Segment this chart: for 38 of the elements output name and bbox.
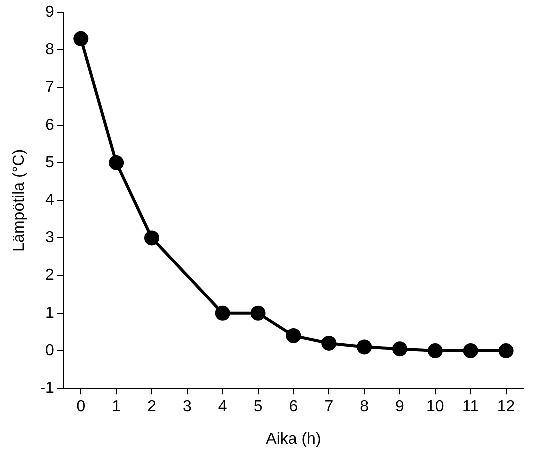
x-tick-label: 3 (182, 398, 192, 416)
point (144, 230, 160, 246)
x-tick-label: 5 (254, 398, 263, 416)
y-tick-label: 5 (46, 154, 55, 172)
y-tick-label: -1 (40, 380, 55, 398)
x-tick-label: 0 (76, 398, 86, 416)
y-tick-label: 6 (46, 116, 55, 134)
point (250, 306, 266, 321)
y-tick-label: 2 (46, 267, 55, 284)
x-tick-label: 4 (218, 398, 228, 416)
point (286, 328, 302, 344)
y-axis-title: Lämpötila (°C) (11, 149, 28, 252)
y-tick-label: 0 (46, 342, 55, 360)
point (109, 156, 124, 170)
point (463, 344, 478, 358)
y-tick-label: 9 (46, 4, 55, 22)
point (498, 344, 514, 358)
point (392, 342, 408, 357)
x-tick-label: 12 (497, 398, 516, 416)
y-tick-label: 8 (46, 42, 55, 59)
y-tick-label: 3 (46, 230, 55, 247)
point (215, 306, 230, 321)
x-tick-label: 2 (148, 398, 157, 416)
x-axis-title: Aika (h) (266, 430, 322, 448)
point (357, 340, 372, 355)
y-tick-label: 4 (46, 192, 55, 210)
x-tick-label: 6 (289, 398, 298, 416)
x-tick-label: 11 (462, 398, 480, 416)
x-tick-label: 10 (426, 398, 444, 416)
y-tick-label: 7 (46, 79, 55, 96)
x-tick-label: 8 (360, 398, 370, 416)
x-tick-label: 7 (324, 398, 334, 416)
x-tick-label: 1 (112, 398, 122, 416)
point (322, 336, 337, 351)
point (428, 344, 443, 358)
y-tick-label: 1 (46, 304, 55, 322)
x-tick-label: 9 (396, 398, 405, 416)
point (74, 31, 89, 46)
